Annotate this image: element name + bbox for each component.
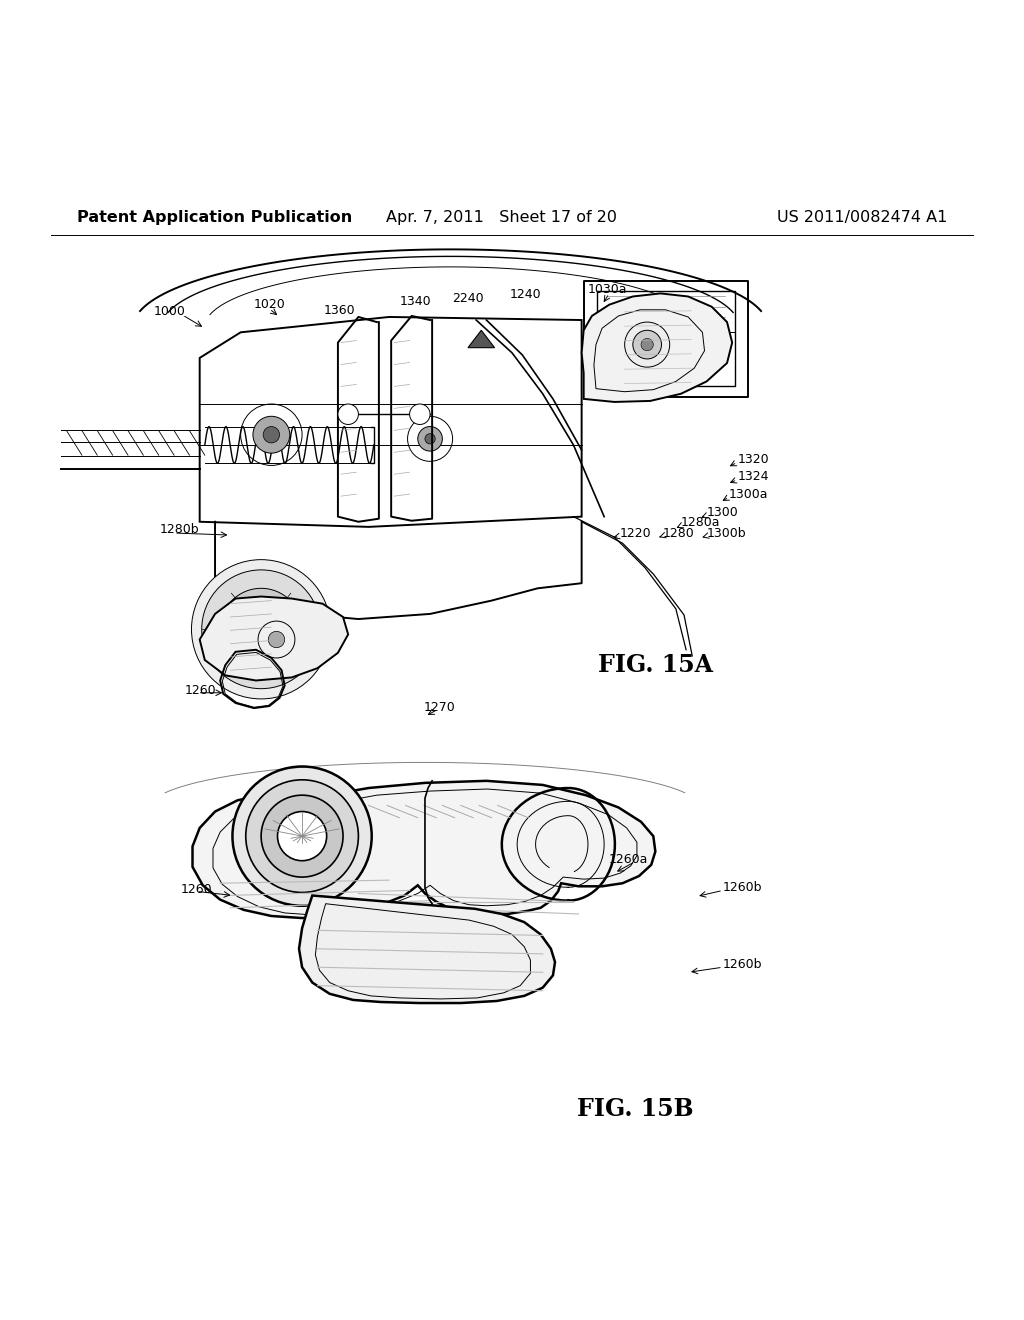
Text: 1260b: 1260b xyxy=(723,880,763,894)
Text: 1260: 1260 xyxy=(180,883,212,896)
Circle shape xyxy=(220,589,302,671)
Circle shape xyxy=(659,351,676,368)
Circle shape xyxy=(251,619,271,639)
Text: Apr. 7, 2011   Sheet 17 of 20: Apr. 7, 2011 Sheet 17 of 20 xyxy=(386,210,617,226)
Circle shape xyxy=(232,767,372,906)
Circle shape xyxy=(641,338,653,351)
Text: 1300: 1300 xyxy=(707,506,738,519)
Polygon shape xyxy=(299,895,555,1003)
Text: 1280a: 1280a xyxy=(681,516,721,529)
Text: 1000: 1000 xyxy=(154,305,185,318)
Text: 1260: 1260 xyxy=(184,684,216,697)
Text: 1300a: 1300a xyxy=(729,487,769,500)
Text: 1030a: 1030a xyxy=(588,282,628,296)
Text: 1260a: 1260a xyxy=(608,853,647,866)
Text: US 2011/0082474 A1: US 2011/0082474 A1 xyxy=(777,210,947,226)
Text: 1020: 1020 xyxy=(254,298,286,312)
Text: FIG. 15B: FIG. 15B xyxy=(577,1097,693,1121)
Circle shape xyxy=(418,426,442,451)
Text: 1360: 1360 xyxy=(324,305,355,317)
Circle shape xyxy=(261,795,343,876)
Circle shape xyxy=(625,322,670,367)
Text: 1220: 1220 xyxy=(620,527,651,540)
Circle shape xyxy=(633,330,662,359)
Text: 1340: 1340 xyxy=(399,296,431,308)
Text: 1324: 1324 xyxy=(737,470,769,483)
Text: 1240: 1240 xyxy=(510,288,542,301)
Polygon shape xyxy=(522,804,600,886)
Polygon shape xyxy=(200,597,348,681)
Text: 2240: 2240 xyxy=(453,292,484,305)
Text: Patent Application Publication: Patent Application Publication xyxy=(77,210,352,226)
Circle shape xyxy=(236,603,287,655)
Text: 1260b: 1260b xyxy=(723,957,763,970)
Polygon shape xyxy=(582,293,732,403)
Text: 1300b: 1300b xyxy=(707,527,746,540)
Text: 1320: 1320 xyxy=(737,453,769,466)
Polygon shape xyxy=(193,781,655,917)
Circle shape xyxy=(268,631,285,648)
Circle shape xyxy=(425,434,435,444)
Text: 1280: 1280 xyxy=(663,527,694,540)
Circle shape xyxy=(410,404,430,425)
Text: FIG. 15A: FIG. 15A xyxy=(598,653,713,677)
Circle shape xyxy=(253,416,290,453)
Circle shape xyxy=(246,780,358,892)
Text: 1280b: 1280b xyxy=(160,524,200,536)
Circle shape xyxy=(263,426,280,444)
Circle shape xyxy=(278,812,327,861)
Polygon shape xyxy=(468,330,495,347)
Circle shape xyxy=(191,560,331,698)
Circle shape xyxy=(338,404,358,425)
Text: 1270: 1270 xyxy=(424,701,456,714)
Circle shape xyxy=(202,570,321,689)
